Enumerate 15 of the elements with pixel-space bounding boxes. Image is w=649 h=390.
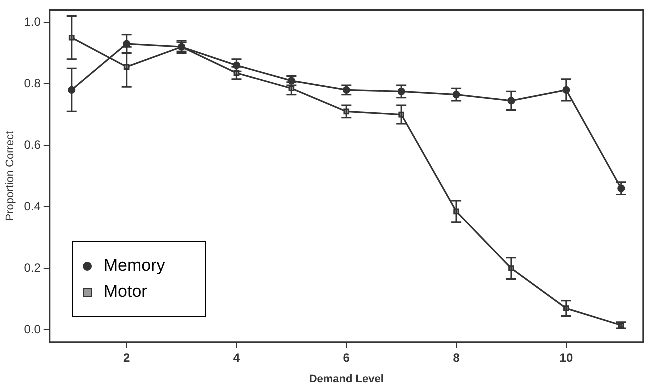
legend-label: Motor [104,282,148,302]
x-tick-label: 10 [560,350,574,365]
x-tick-label: 2 [123,350,130,365]
legend-label: Memory [104,256,166,276]
x-tick-label: 4 [233,350,240,365]
y-axis-title: Proportion Correct [4,131,17,222]
y-tick-label: 0.6 [24,138,42,152]
y-tick-label: 0.4 [24,199,42,214]
x-tick-label: 8 [453,350,460,365]
y-tick-label: 0.2 [24,260,42,275]
y-tick-label: 0.0 [24,322,42,336]
y-tick-label: 0.8 [24,76,42,90]
y-tick-label: 1.0 [24,14,42,29]
x-axis-title: Demand Level [309,373,384,386]
x-tick-label: 6 [343,350,350,365]
